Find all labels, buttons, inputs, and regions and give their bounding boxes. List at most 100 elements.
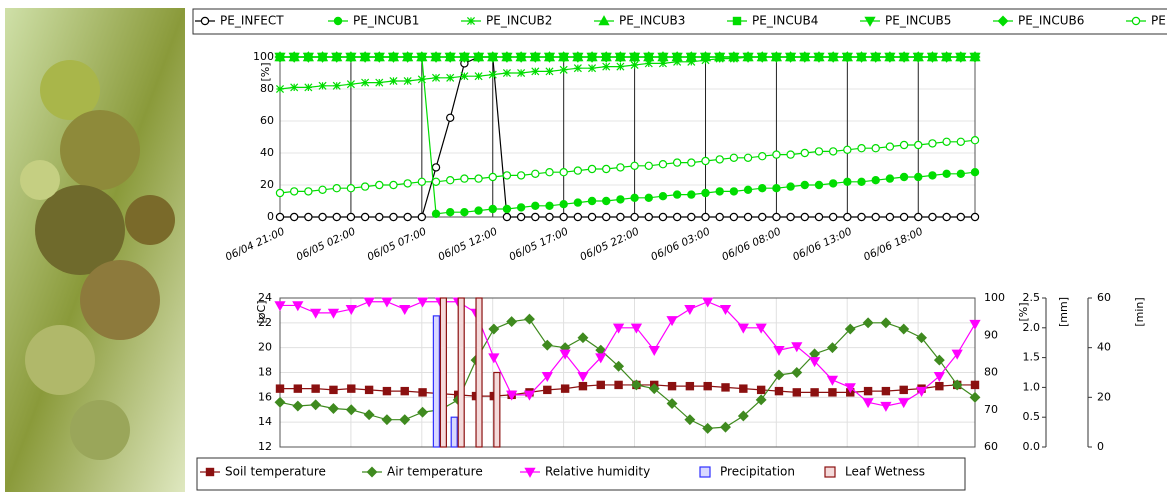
data-point — [826, 342, 838, 354]
data-point — [363, 409, 375, 421]
y-tick-label: 100 — [253, 50, 274, 63]
data-point — [382, 386, 392, 396]
data-point — [714, 51, 726, 63]
data-point — [715, 187, 724, 196]
data-point — [841, 51, 853, 63]
data-point — [899, 212, 909, 222]
tick-label: 90 — [984, 328, 998, 341]
data-point — [516, 203, 526, 212]
data-point — [969, 319, 981, 330]
data-point — [417, 75, 426, 84]
legend-marker — [466, 16, 476, 26]
data-point — [381, 297, 393, 308]
data-point — [687, 212, 696, 222]
data-point — [541, 339, 553, 351]
data-point — [375, 180, 384, 190]
data-point — [446, 113, 455, 123]
x-tick-label: 06/06 08:00 — [720, 225, 783, 263]
data-point — [729, 153, 739, 162]
data-point — [843, 177, 852, 186]
data-point — [616, 212, 625, 222]
data-point — [502, 204, 512, 214]
series-line — [279, 56, 975, 90]
data-point — [587, 212, 597, 222]
data-point — [687, 190, 696, 199]
data-point — [827, 51, 839, 63]
bar — [457, 297, 465, 448]
data-point — [742, 51, 754, 63]
legend-marker — [524, 467, 536, 478]
data-point — [545, 201, 554, 210]
legend-box — [196, 457, 966, 491]
tick-label: 70 — [984, 403, 998, 416]
series-line — [279, 318, 976, 429]
data-point — [956, 169, 966, 178]
data-point — [417, 212, 427, 222]
data-point — [630, 193, 639, 202]
tick-label: 60 — [984, 440, 998, 453]
data-point — [602, 196, 611, 206]
data-point — [373, 51, 385, 63]
data-point — [928, 171, 937, 180]
data-point — [375, 212, 384, 222]
data-point — [629, 51, 641, 63]
data-point — [770, 51, 782, 63]
data-point — [916, 332, 927, 344]
data-point — [942, 137, 951, 146]
data-point — [970, 135, 980, 145]
data-point — [755, 394, 767, 406]
data-point — [600, 51, 612, 63]
data-point — [844, 323, 856, 335]
data-point — [927, 51, 938, 63]
data-point — [577, 332, 589, 344]
data-point — [898, 398, 910, 409]
legend-marker — [997, 15, 1009, 27]
data-point — [559, 212, 568, 222]
data-point — [933, 372, 945, 383]
series-line — [280, 56, 976, 215]
data-point — [828, 147, 838, 156]
data-point — [288, 51, 300, 63]
data-point — [702, 422, 714, 434]
data-point — [304, 83, 313, 92]
data-point — [814, 212, 824, 222]
y-tick-label: 60 — [260, 114, 274, 127]
data-point — [928, 139, 937, 148]
data-point — [587, 196, 597, 206]
data-point — [756, 385, 766, 395]
data-point — [970, 167, 980, 177]
data-point — [729, 212, 739, 222]
tick-label: 22 — [258, 316, 272, 329]
data-point — [756, 51, 768, 63]
data-point — [389, 212, 398, 222]
x-tick-label: 06/06 13:00 — [791, 225, 854, 263]
data-point — [630, 161, 639, 170]
data-point — [772, 150, 781, 159]
data-point — [885, 142, 895, 151]
data-point — [331, 51, 343, 63]
data-point — [329, 385, 338, 395]
data-point — [545, 212, 554, 222]
data-point — [644, 161, 653, 170]
data-point — [559, 167, 568, 177]
data-point — [293, 384, 303, 393]
data-point — [772, 183, 781, 193]
data-point — [969, 391, 981, 403]
data-point — [545, 67, 554, 76]
data-point — [813, 51, 825, 63]
data-point — [275, 188, 285, 198]
data-point — [515, 51, 527, 63]
data-point — [613, 360, 625, 372]
axis-label: [mm] — [1057, 297, 1070, 327]
legend-marker — [1131, 16, 1141, 26]
data-point — [275, 212, 285, 222]
data-point — [578, 381, 588, 391]
data-point — [573, 64, 582, 73]
data-point — [559, 65, 568, 74]
data-point — [431, 209, 441, 218]
data-point — [361, 78, 370, 87]
data-point — [912, 51, 924, 63]
data-point — [844, 383, 856, 394]
tick-label: 2.0 — [1023, 321, 1041, 334]
